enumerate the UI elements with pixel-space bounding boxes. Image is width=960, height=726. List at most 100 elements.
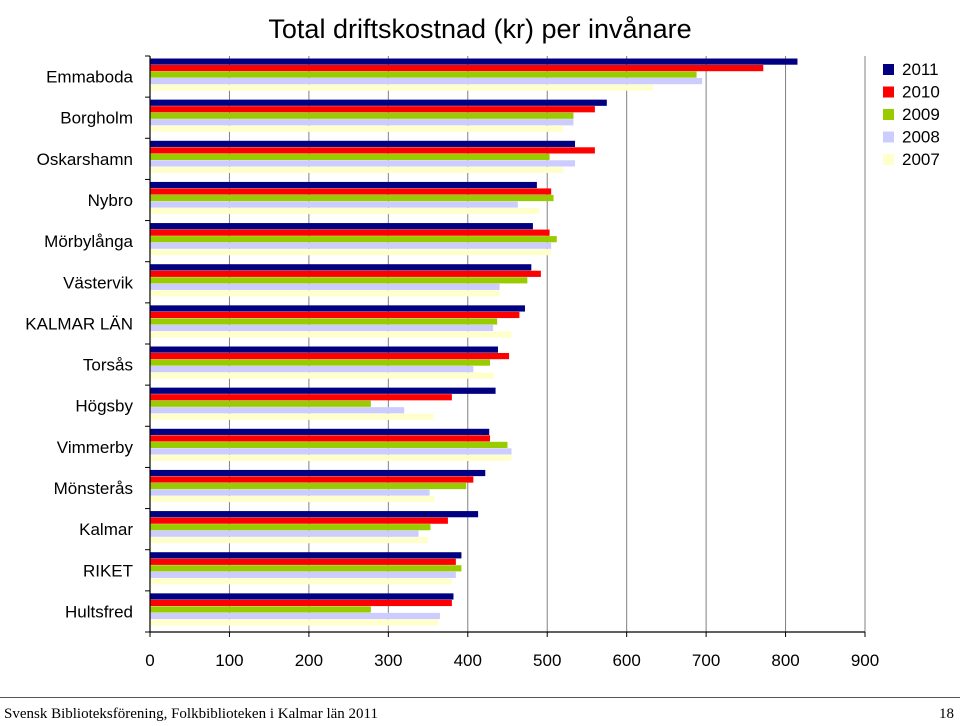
bar-2011-Emmaboda bbox=[150, 58, 798, 65]
bar-2010-Kalmar bbox=[150, 517, 448, 524]
bar-2010-Hultsfred bbox=[150, 599, 452, 607]
category-label: Mönsterås bbox=[54, 479, 133, 498]
bar-2007-RIKET bbox=[150, 578, 452, 585]
bar-2010-RIKET bbox=[150, 558, 456, 565]
category-label: Borgholm bbox=[60, 109, 133, 128]
bar-2008-Västervik bbox=[150, 283, 500, 290]
x-tick-label: 800 bbox=[771, 651, 799, 670]
legend-label-2011: 2011 bbox=[902, 60, 939, 79]
bar-2008-Oskarshamn bbox=[150, 160, 576, 167]
legend-swatch-2007 bbox=[883, 154, 894, 165]
bar-2009-Västervik bbox=[150, 277, 528, 284]
legend: 2011 2010 2009 2008 2007 bbox=[883, 60, 940, 169]
category-label: Västervik bbox=[63, 273, 133, 292]
bar-2011-Oskarshamn bbox=[150, 140, 576, 147]
bar-2009-Emmaboda bbox=[150, 71, 697, 78]
bar-2007-Borgholm bbox=[150, 125, 564, 132]
bar-2008-Kalmar bbox=[150, 530, 419, 537]
x-tick-label: 0 bbox=[145, 651, 154, 670]
bar-2010-Emmaboda bbox=[150, 65, 764, 72]
bar-2009-KALMAR LÄN bbox=[150, 318, 498, 325]
bar-2010-Mönsterås bbox=[150, 476, 474, 483]
bar-2011-Torsås bbox=[150, 346, 498, 353]
footer-text: Svensk Biblioteksförening, Folkbibliotek… bbox=[4, 706, 378, 722]
bar-2011-Nybro bbox=[150, 181, 537, 189]
bar-2010-Vimmerby bbox=[150, 435, 491, 442]
bar-2008-Mörbylånga bbox=[150, 242, 552, 249]
legend-swatch-2008 bbox=[883, 131, 894, 143]
category-label: Hultsfred bbox=[65, 602, 133, 621]
bar-2009-Högsby bbox=[150, 400, 371, 407]
bar-2010-Mörbylånga bbox=[150, 229, 550, 236]
bar-2007-Mönsterås bbox=[150, 495, 435, 503]
legend-swatch-2009 bbox=[883, 109, 894, 120]
bar-2010-Borgholm bbox=[150, 106, 595, 113]
bar-2009-Hultsfred bbox=[150, 606, 371, 613]
bar-2011-Mönsterås bbox=[150, 469, 486, 477]
page-number: 18 bbox=[939, 706, 954, 722]
category-label: Mörbylånga bbox=[44, 232, 133, 251]
x-tick-label: 500 bbox=[533, 651, 561, 670]
bar-2010-Torsås bbox=[150, 353, 510, 360]
category-label: Emmaboda bbox=[46, 68, 133, 87]
bar-2008-Hultsfred bbox=[150, 612, 440, 620]
category-label: Kalmar bbox=[79, 520, 133, 539]
bar-2009-Borgholm bbox=[150, 112, 574, 119]
bar-2009-Oskarshamn bbox=[150, 153, 550, 160]
bar-2009-Mönsterås bbox=[150, 482, 467, 490]
legend-label-2008: 2008 bbox=[902, 128, 940, 147]
bar-2011-Högsby bbox=[150, 387, 496, 394]
x-tick-label: 300 bbox=[374, 651, 402, 670]
bar-2008-Emmaboda bbox=[150, 78, 703, 85]
bar-2007-Nybro bbox=[150, 207, 540, 215]
bar-2011-Västervik bbox=[150, 264, 532, 271]
bar-2011-Borgholm bbox=[150, 99, 607, 106]
category-label: Vimmerby bbox=[57, 438, 134, 457]
bar-2011-KALMAR LÄN bbox=[150, 305, 525, 312]
legend-swatch-2010 bbox=[883, 86, 894, 98]
bar-2009-Nybro bbox=[150, 194, 554, 202]
bar-2008-Mönsterås bbox=[150, 489, 430, 496]
footer-bar bbox=[0, 697, 960, 726]
category-label: Oskarshamn bbox=[37, 150, 133, 169]
bar-2009-Torsås bbox=[150, 359, 491, 366]
bar-2007-Högsby bbox=[150, 413, 434, 420]
bar-2008-Nybro bbox=[150, 201, 518, 208]
bar-2007-Emmaboda bbox=[150, 84, 653, 91]
x-tick-label: 600 bbox=[612, 651, 640, 670]
bar-2009-Kalmar bbox=[150, 524, 431, 531]
category-label: KALMAR LÄN bbox=[25, 314, 133, 333]
chart-title: Total driftskostnad (kr) per invånare bbox=[268, 14, 691, 44]
x-tick-label: 700 bbox=[692, 651, 720, 670]
legend-swatch-2011 bbox=[883, 64, 894, 75]
bar-2008-RIKET bbox=[150, 571, 456, 578]
bar-2007-KALMAR LÄN bbox=[150, 331, 512, 338]
bar-2007-Västervik bbox=[150, 290, 500, 297]
bar-2008-KALMAR LÄN bbox=[150, 324, 494, 332]
bar-2011-Mörbylånga bbox=[150, 223, 533, 230]
bar-2008-Borgholm bbox=[150, 119, 574, 126]
bar-2010-Västervik bbox=[150, 270, 541, 277]
legend-label-2010: 2010 bbox=[902, 83, 940, 102]
category-label: Nybro bbox=[88, 191, 133, 210]
bar-2007-Hultsfred bbox=[150, 619, 439, 626]
category-label: RIKET bbox=[83, 561, 133, 580]
bar-2008-Vimmerby bbox=[150, 448, 512, 455]
bar-2009-Mörbylånga bbox=[150, 236, 557, 243]
bar-2011-Hultsfred bbox=[150, 593, 454, 600]
bar-2007-Kalmar bbox=[150, 537, 429, 544]
bar-2011-RIKET bbox=[150, 552, 462, 559]
x-tick-label: 200 bbox=[295, 651, 323, 670]
x-tick-label: 900 bbox=[851, 651, 879, 670]
legend-label-2007: 2007 bbox=[902, 150, 940, 169]
bar-2009-Vimmerby bbox=[150, 441, 508, 448]
x-tick-label: 100 bbox=[215, 651, 243, 670]
bar-2008-Högsby bbox=[150, 407, 405, 414]
category-label: Högsby bbox=[75, 397, 133, 416]
x-tick-label: 400 bbox=[454, 651, 482, 670]
bar-2010-Högsby bbox=[150, 394, 452, 401]
bar-2007-Oskarshamn bbox=[150, 166, 564, 173]
bar-2009-RIKET bbox=[150, 565, 462, 572]
bar-2011-Kalmar bbox=[150, 511, 479, 518]
